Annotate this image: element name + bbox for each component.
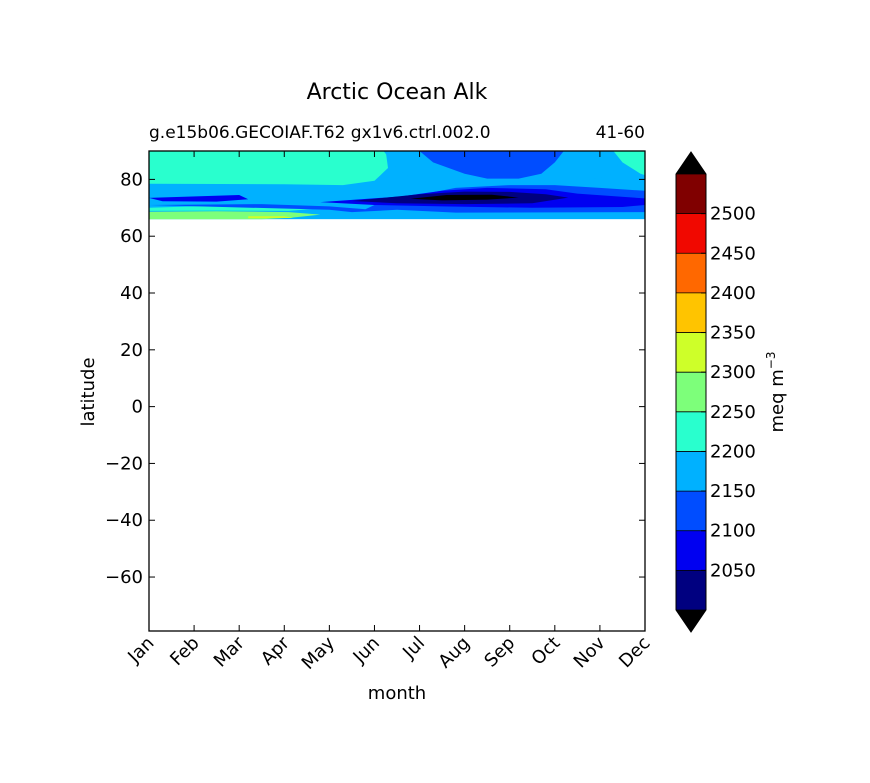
y-tick-label: −20	[105, 453, 143, 474]
y-tick-label: −40	[105, 510, 143, 531]
colorbar-tick-label: 2200	[710, 441, 756, 462]
y-tick-label: 40	[120, 283, 143, 304]
y-tick-label: 80	[120, 169, 143, 190]
colorbar-tick-label: 2450	[710, 243, 756, 264]
chart-title: Arctic Ocean Alk	[307, 80, 488, 105]
colorbar-swatch	[676, 530, 706, 571]
colorbar-tick-label: 2250	[710, 402, 756, 423]
colorbar-tick-label: 2350	[710, 323, 756, 344]
chart-subtitle-left: g.e15b06.GECOIAF.T62 gx1v6.ctrl.002.0	[149, 123, 491, 143]
contour-band-9	[410, 194, 519, 201]
colorbar-label: meq m−3	[764, 352, 788, 433]
y-tick-label: −60	[105, 567, 143, 588]
y-tick-label: 0	[132, 397, 143, 418]
colorbar-swatch	[676, 372, 706, 412]
colorbar-tick-label: 2150	[710, 481, 756, 502]
colorbar-tick-label: 2300	[710, 362, 756, 383]
contour-band-3	[613, 151, 645, 176]
colorbar-tick-label: 2400	[710, 283, 756, 304]
y-axis: 80 60 40 20 0 −20 −40 −60	[105, 169, 645, 588]
colorbar-swatch	[676, 332, 706, 373]
colorbar-tick-label: 2500	[710, 204, 756, 225]
chart-subtitle-right: 41-60	[596, 123, 645, 143]
contour-band-1	[248, 216, 294, 219]
contour-band-2	[149, 151, 388, 186]
plot-frame	[148, 150, 646, 632]
colorbar-tick-label: 2100	[710, 521, 756, 542]
contour-layer	[149, 151, 645, 220]
colorbar-swatch	[676, 213, 706, 254]
colorbar-swatch	[676, 570, 706, 610]
colorbar-extend-max	[676, 152, 706, 174]
colorbar-swatch	[676, 253, 706, 293]
contour-band-11	[419, 151, 564, 179]
colorbar-swatch	[676, 451, 706, 492]
y-axis-label: latitude	[78, 357, 99, 426]
colorbar-swatch	[676, 411, 706, 452]
colorbar-outline	[675, 151, 707, 633]
colorbar-swatch	[676, 491, 706, 531]
colorbar: 2050 2100 2150 2200 2250 2300 2350 2400 2450 2500	[675, 151, 756, 633]
colorbar-swatch	[676, 174, 706, 214]
colorbar-label-exponent: −3	[764, 352, 778, 370]
colorbar-label-unit: meq m	[767, 369, 788, 432]
plot-area	[149, 151, 645, 631]
y-tick-label: 60	[120, 226, 143, 247]
colorbar-swatch	[676, 292, 706, 333]
y-tick-label: 20	[120, 340, 143, 361]
x-axis-label: month	[368, 683, 426, 704]
colorbar-extend-min	[676, 610, 706, 632]
contour-band-6	[149, 195, 249, 202]
colorbar-tick-label: 2050	[710, 560, 756, 581]
